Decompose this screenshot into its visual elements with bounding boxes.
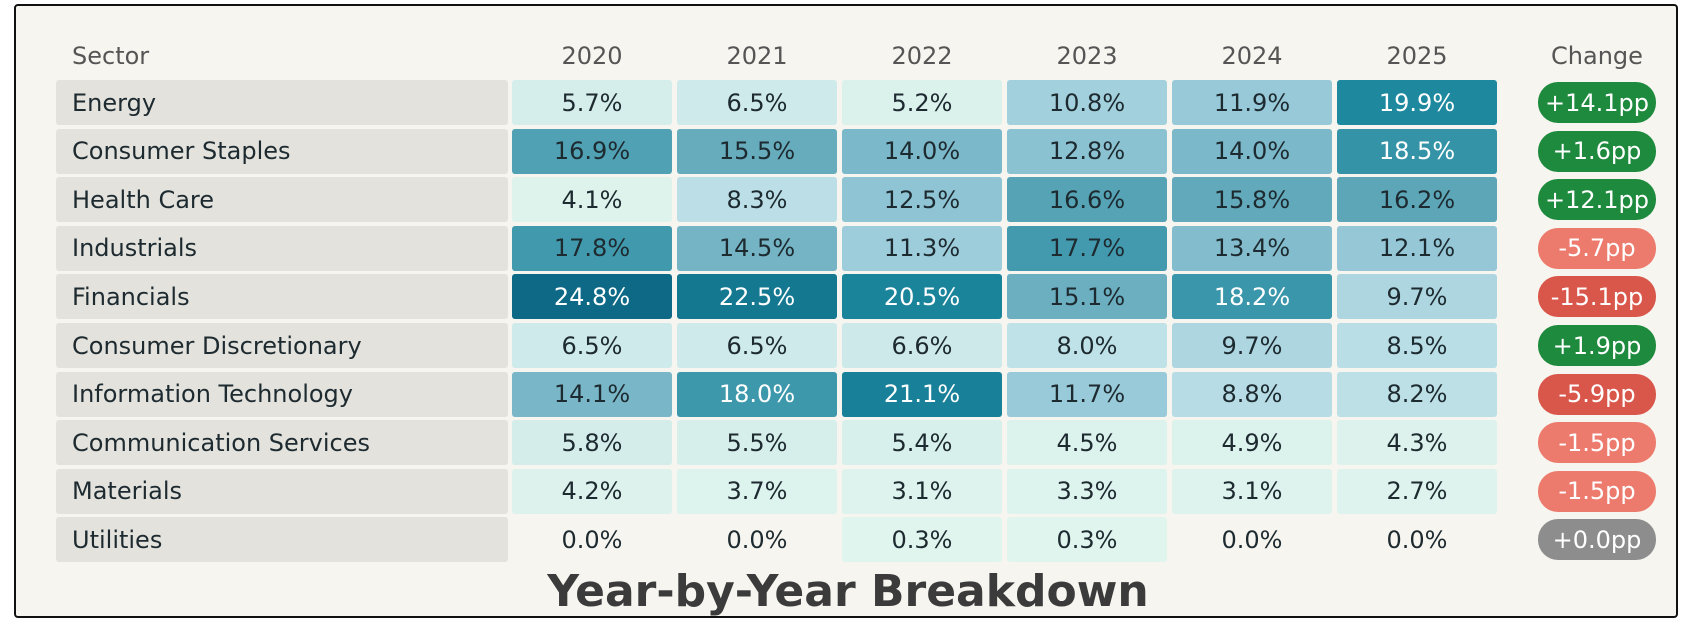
heat-cell: 4.3% (1337, 420, 1497, 466)
heat-cell: 18.0% (677, 371, 837, 417)
table-title: Year-by-Year Breakdown (547, 566, 1149, 617)
heat-cell: 12.1% (1337, 225, 1497, 271)
heat-cell: 8.8% (1172, 371, 1332, 417)
heat-cell: 4.1% (512, 177, 672, 223)
sector-label: Consumer Discretionary (56, 323, 508, 368)
heat-cell: 8.0% (1007, 323, 1167, 368)
heat-cell: 12.8% (1007, 128, 1167, 174)
column-header: 2024 (1221, 42, 1283, 70)
heat-cell: 21.1% (842, 371, 1002, 417)
sector-label: Energy (56, 80, 508, 125)
heatmap-table: Year-by-Year Breakdown Sector 2020 2021 202… (14, 4, 1678, 618)
heat-cell: 3.7% (677, 468, 837, 514)
heat-cell: 3.1% (1172, 468, 1332, 514)
column-header: 2023 (1056, 42, 1118, 70)
heat-cell: 14.0% (842, 128, 1002, 174)
heat-cell: 4.9% (1172, 420, 1332, 466)
heat-cell: 16.2% (1337, 177, 1497, 223)
heat-cell: 15.1% (1007, 274, 1167, 320)
heat-cell: 15.5% (677, 128, 837, 174)
heat-cell: 8.2% (1337, 371, 1497, 417)
sector-label: Communication Services (56, 420, 508, 466)
change-badge: -15.1pp (1538, 276, 1656, 318)
sector-label: Consumer Staples (56, 128, 508, 174)
change-badge: +0.0pp (1538, 519, 1656, 561)
heat-cell: 6.5% (677, 323, 837, 368)
heat-cell: 18.2% (1172, 274, 1332, 320)
heat-cell: 15.8% (1172, 177, 1332, 223)
change-badge: +1.9pp (1538, 325, 1656, 366)
heat-cell: 8.3% (677, 177, 837, 223)
column-header: Change (1551, 42, 1643, 70)
heat-cell: 4.5% (1007, 420, 1167, 466)
heat-cell: 5.7% (512, 80, 672, 125)
heat-cell: 11.9% (1172, 80, 1332, 125)
heat-cell: 6.5% (677, 80, 837, 125)
column-header: 2022 (891, 42, 953, 70)
sector-label: Information Technology (56, 371, 508, 417)
heat-cell: 18.5% (1337, 128, 1497, 174)
heat-cell: 22.5% (677, 274, 837, 320)
heat-cell: 0.3% (842, 517, 1002, 563)
heat-cell: 9.7% (1172, 323, 1332, 368)
heat-cell: 24.8% (512, 274, 672, 320)
heat-cell: 19.9% (1337, 80, 1497, 125)
heat-cell: 14.5% (677, 225, 837, 271)
sector-label: Industrials (56, 225, 508, 271)
change-badge: +12.1pp (1538, 179, 1656, 221)
change-badge: -1.5pp (1538, 422, 1656, 464)
heat-cell: 0.0% (1386, 525, 1448, 554)
change-badge: -1.5pp (1538, 470, 1656, 512)
sector-label: Health Care (56, 177, 508, 223)
heat-cell: 20.5% (842, 274, 1002, 320)
heat-cell: 11.3% (842, 225, 1002, 271)
heat-cell: 6.5% (512, 323, 672, 368)
column-header: 2020 (561, 42, 623, 70)
change-badge: +1.6pp (1538, 130, 1656, 172)
heat-cell: 6.6% (842, 323, 1002, 368)
heat-cell: 5.8% (512, 420, 672, 466)
column-header: 2025 (1386, 42, 1448, 70)
change-badge: -5.9pp (1538, 373, 1656, 415)
heat-cell: 0.0% (1221, 525, 1283, 554)
heat-cell: 2.7% (1337, 468, 1497, 514)
heat-cell: 8.5% (1337, 323, 1497, 368)
sector-label: Utilities (56, 517, 508, 563)
heat-cell: 4.2% (512, 468, 672, 514)
heat-cell: 16.9% (512, 128, 672, 174)
heat-cell: 14.0% (1172, 128, 1332, 174)
column-header: Sector (72, 42, 150, 70)
heat-cell: 0.3% (1007, 517, 1167, 563)
sector-label: Materials (56, 468, 508, 514)
heat-cell: 0.0% (561, 525, 623, 554)
heat-cell: 10.8% (1007, 80, 1167, 125)
heat-cell: 3.1% (842, 468, 1002, 514)
heat-cell: 5.5% (677, 420, 837, 466)
heat-cell: 17.8% (512, 225, 672, 271)
change-badge: -5.7pp (1538, 227, 1656, 269)
heat-cell: 3.3% (1007, 468, 1167, 514)
heat-cell: 11.7% (1007, 371, 1167, 417)
change-badge: +14.1pp (1538, 82, 1656, 123)
heat-cell: 12.5% (842, 177, 1002, 223)
heat-cell: 13.4% (1172, 225, 1332, 271)
heat-cell: 5.2% (842, 80, 1002, 125)
heat-cell: 14.1% (512, 371, 672, 417)
sector-label: Financials (56, 274, 508, 320)
heat-cell: 0.0% (726, 525, 788, 554)
heat-cell: 5.4% (842, 420, 1002, 466)
heat-cell: 17.7% (1007, 225, 1167, 271)
column-header: 2021 (726, 42, 788, 70)
heat-cell: 9.7% (1337, 274, 1497, 320)
heat-cell: 16.6% (1007, 177, 1167, 223)
